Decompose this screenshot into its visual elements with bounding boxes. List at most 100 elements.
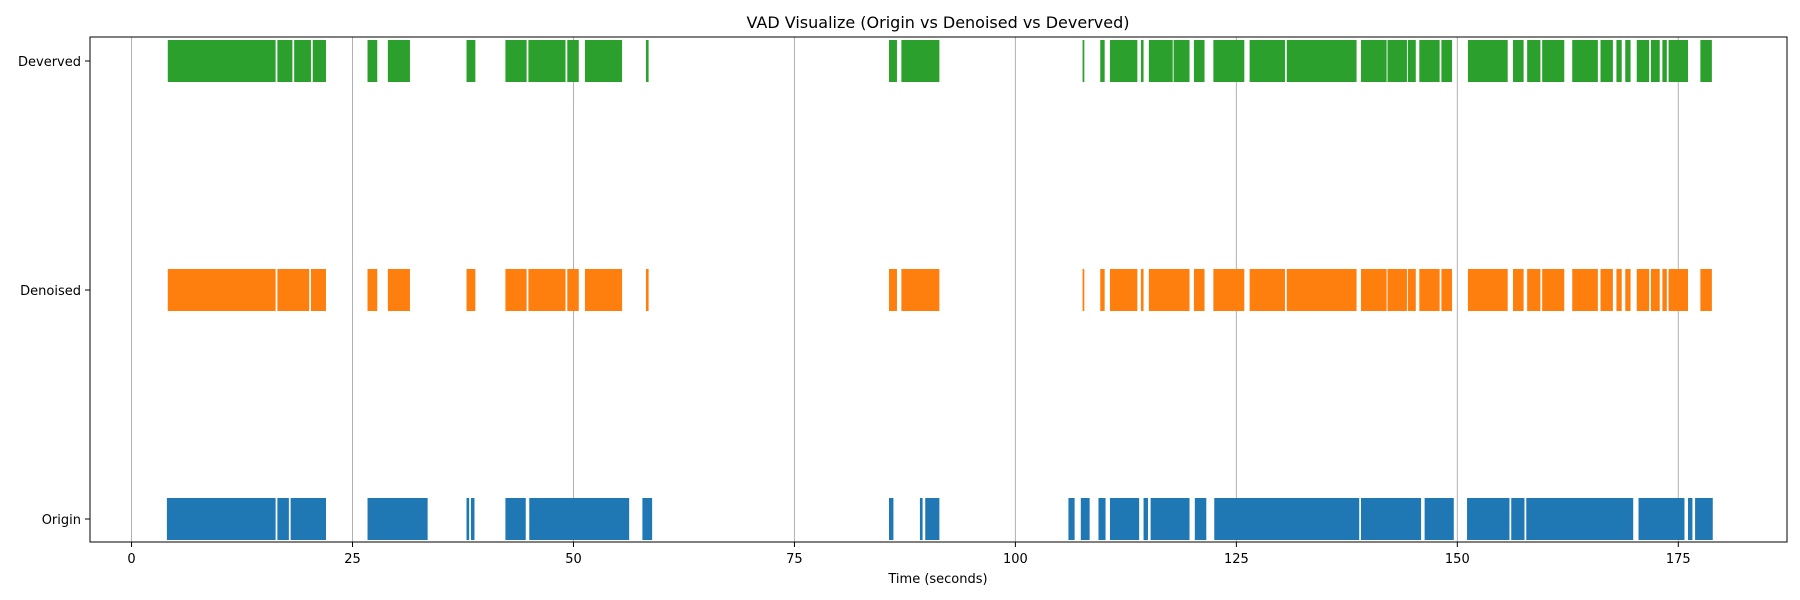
vad-segment: [167, 40, 276, 82]
vad-segment: [505, 269, 527, 311]
vad-segment: [1100, 269, 1105, 311]
vad-segment: [1098, 498, 1106, 540]
vad-segment: [1148, 40, 1173, 82]
x-axis: 0 25 50 75 100 125 150 175: [127, 542, 1691, 567]
x-tick-label: 75: [786, 552, 803, 567]
vad-segment: [1249, 40, 1285, 82]
vad-segment: [290, 498, 326, 540]
vad-segment: [889, 498, 894, 540]
vad-segment: [528, 40, 566, 82]
vad-segment: [584, 40, 623, 82]
vad-segments: [166, 40, 1713, 540]
vad-segment: [367, 269, 378, 311]
vad-segment: [1616, 40, 1622, 82]
vad-segment: [367, 498, 428, 540]
vad-segment: [294, 40, 311, 82]
x-tick-label: 100: [1003, 552, 1028, 567]
vad-segment: [310, 269, 326, 311]
vad-segment: [1636, 40, 1650, 82]
vad-segment: [1467, 498, 1510, 540]
vad-segment: [1616, 269, 1622, 311]
vad-segment: [1173, 40, 1190, 82]
vad-segment: [1542, 40, 1565, 82]
vad-segment: [277, 40, 293, 82]
vad-segment: [1148, 269, 1190, 311]
y-tick-label: Deverved: [18, 55, 81, 70]
vad-segment: [1650, 40, 1660, 82]
vad-segment: [1668, 40, 1689, 82]
vad-segment: [1407, 269, 1416, 311]
vad-segment: [642, 498, 653, 540]
vad-segment: [584, 269, 623, 311]
vad-segment: [1213, 40, 1245, 82]
vad-segment: [1143, 498, 1148, 540]
vad-segment: [1109, 40, 1138, 82]
vad-segment: [1513, 40, 1524, 82]
vad-segment: [1286, 269, 1357, 311]
vad-segment: [1140, 269, 1144, 311]
vad-segment: [528, 269, 566, 311]
vad-segment: [1286, 40, 1357, 82]
vad-segment: [1511, 498, 1525, 540]
vad-segment: [919, 498, 923, 540]
vad-segment: [1441, 269, 1453, 311]
vad-segment: [1527, 40, 1541, 82]
vad-segment: [1360, 40, 1387, 82]
vad-segment: [901, 40, 940, 82]
vad-segment: [1360, 269, 1387, 311]
x-tick-label: 125: [1224, 552, 1249, 567]
vad-segment: [1662, 269, 1667, 311]
vad-segment: [1542, 269, 1565, 311]
vad-segment: [312, 40, 326, 82]
vad-segment: [466, 40, 476, 82]
vad-segment: [1100, 40, 1105, 82]
vad-segment: [167, 269, 276, 311]
vad-segment: [1650, 269, 1660, 311]
series-denoised: [167, 269, 1712, 311]
vad-segment: [1193, 40, 1205, 82]
y-tick-label: Origin: [42, 513, 81, 528]
vad-segment: [1526, 498, 1634, 540]
vad-segment: [1213, 269, 1245, 311]
x-tick-label: 150: [1445, 552, 1470, 567]
vad-segment: [1360, 498, 1422, 540]
vad-segment: [529, 498, 630, 540]
x-tick-label: 0: [127, 552, 135, 567]
vad-segment: [925, 498, 940, 540]
vad-segment: [1636, 269, 1650, 311]
vad-segment: [1625, 269, 1631, 311]
vad-segment: [1419, 40, 1440, 82]
series-origin: [166, 498, 1713, 540]
vad-segment: [645, 269, 649, 311]
vad-segment: [889, 269, 897, 311]
vad-segment: [505, 498, 526, 540]
vad-segment: [1214, 498, 1360, 540]
y-tick-label: Denoised: [20, 284, 81, 299]
vad-segment: [1424, 498, 1454, 540]
vad-segment: [1441, 40, 1453, 82]
vad-segment: [1068, 498, 1075, 540]
vad-segment: [1527, 269, 1541, 311]
chart-title: VAD Visualize (Origin vs Denoised vs Dev…: [746, 13, 1129, 32]
vad-segment: [1082, 269, 1085, 311]
vad-segment: [567, 269, 579, 311]
vad-segment: [1387, 269, 1407, 311]
vad-segment: [1419, 269, 1440, 311]
vad-segment: [277, 269, 310, 311]
vad-segment: [1140, 40, 1144, 82]
series-deverved: [167, 40, 1712, 82]
vad-segment: [1600, 40, 1613, 82]
vad-segment: [470, 498, 475, 540]
x-tick-label: 25: [344, 552, 361, 567]
vad-segment: [1662, 40, 1667, 82]
vad-segment: [466, 269, 476, 311]
vad-segment: [1109, 498, 1140, 540]
vad-segment: [1688, 498, 1693, 540]
vad-segment: [1695, 498, 1713, 540]
vad-segment: [387, 40, 410, 82]
vad-segment: [1467, 269, 1508, 311]
vad-segment: [901, 269, 940, 311]
vad-segment: [1407, 40, 1416, 82]
vad-segment: [1513, 269, 1524, 311]
